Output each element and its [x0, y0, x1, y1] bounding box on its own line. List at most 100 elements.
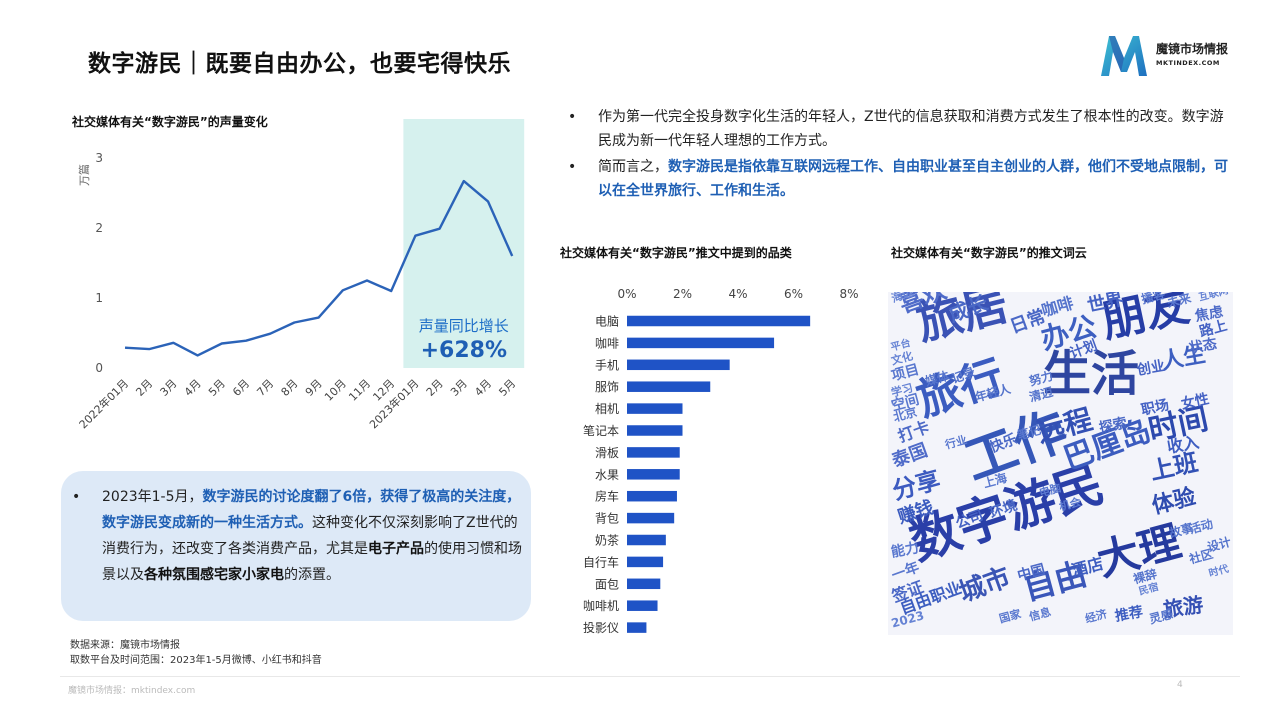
cloud-word: 社区	[1187, 546, 1215, 567]
word-cloud-title: 社交媒体有关“数字游民”的推文词云	[891, 246, 1087, 260]
logo-name: 魔镜市场情报	[1156, 42, 1229, 56]
bar-category-label: 背包	[595, 512, 619, 526]
x-tick-label: 2022年01月	[76, 376, 131, 431]
bar-笔记本	[627, 425, 683, 436]
source-line: 数据来源：魔镜市场情报	[70, 640, 180, 651]
cloud-word: 时代	[1207, 563, 1230, 580]
cloud-word: 国家	[997, 607, 1023, 626]
summary-emphasis: 各种氛围感宅家小家电	[144, 567, 284, 583]
bar-x-tick-label: 4%	[728, 287, 747, 301]
bar-chart-title: 社交媒体有关“数字游民”推文中提到的品类	[560, 246, 792, 260]
x-tick-label: 4月	[182, 377, 204, 399]
bar-投影仪	[627, 622, 647, 633]
cloud-word: 体验	[1149, 484, 1199, 520]
y-tick-label: 3	[95, 151, 103, 165]
mktindex-logo-icon	[1101, 36, 1147, 76]
cloud-word: 创业	[1135, 358, 1167, 379]
logo-url: MKTINDEX.COM	[1156, 59, 1220, 67]
page-number: 4	[1177, 680, 1183, 690]
highlight-region	[403, 119, 525, 368]
line-chart-title: 社交媒体有关“数字游民”的声量变化	[72, 115, 268, 129]
bar-category-label: 笔记本	[583, 423, 619, 438]
bullet-text: 简而言之，	[598, 159, 668, 175]
bullet-item: • 作为第一代完全投身数字化生活的年轻人，Z世代的信息获取和消费方式发生了根本性…	[568, 105, 1228, 153]
x-tick-label: 5月	[496, 377, 518, 399]
x-tick-label: 4月	[472, 377, 494, 399]
bar-category-label: 手机	[595, 358, 619, 372]
bar-category-label: 自行车	[583, 554, 619, 569]
bullet-dot: •	[568, 159, 577, 175]
bar-咖啡	[627, 337, 775, 349]
bar-奶茶	[627, 534, 666, 546]
footer-text: 魔镜市场情报：mktindex.com	[68, 686, 196, 696]
cloud-word: 信息	[1027, 605, 1053, 624]
x-tick-label: 11月	[346, 377, 373, 404]
bar-x-tick-label: 8%	[839, 287, 858, 301]
x-tick-label: 8月	[279, 377, 301, 399]
bar-category-label: 投影仪	[583, 620, 619, 635]
bar-category-label: 服饰	[595, 380, 619, 394]
source-line: 取数平台及时间范围：2023年1-5月微博、小红书和抖音	[70, 655, 322, 666]
bar-category-label: 咖啡	[595, 335, 619, 350]
bar-自行车	[627, 556, 664, 568]
data-source: 数据来源：魔镜市场情报 取数平台及时间范围：2023年1-5月微博、小红书和抖音	[70, 638, 322, 668]
cloud-word: 分享	[889, 465, 944, 506]
bar-category-label: 房车	[595, 489, 619, 504]
bar-背包	[627, 512, 675, 524]
bar-category-label: 面包	[595, 577, 619, 591]
bar-category-label: 咖啡机	[583, 598, 619, 613]
x-tick-label: 9月	[303, 377, 325, 399]
growth-value: +628%	[421, 338, 507, 363]
cloud-word: 推荐	[1113, 604, 1145, 625]
summary-text: • 2023年1-5月，数字游民的讨论度翻了6倍，获得了极高的关注度，数字游民变…	[72, 484, 522, 590]
bar-category-label: 奶茶	[595, 533, 619, 548]
summary-emphasis: 电子产品	[368, 541, 424, 557]
summary-part: 的使用习惯和场景以及	[102, 541, 522, 583]
bar-咖啡机	[627, 600, 658, 611]
summary-part: 这种变化不仅深刻影响了Z世代的消费行为，还改变了各类消费产品，尤其是	[102, 515, 518, 557]
bullet-text: 作为第一代完全投身数字化生活的年轻人，Z世代的信息获取和消费方式发生了根本性的改…	[598, 109, 1224, 149]
bar-手机	[627, 359, 730, 371]
brand-logo: 魔镜市场情报 MKTINDEX.COM	[1098, 32, 1258, 80]
x-tick-label: 5月	[206, 377, 228, 399]
bar-category-label: 相机	[595, 402, 619, 416]
summary-highlight: 数字游民的讨论度翻了6倍，获得了极高的关注度，数字游民变成新的一种生活方式。	[102, 489, 521, 531]
bullet-dot: •	[72, 489, 81, 505]
cloud-word: 生活	[1043, 346, 1140, 402]
cloud-word: 经济	[1083, 607, 1109, 626]
x-tick-label: 7月	[254, 377, 276, 399]
intro-bullets: • 作为第一代完全投身数字化生活的年轻人，Z世代的信息获取和消费方式发生了根本性…	[568, 105, 1228, 205]
cloud-word: 酒店	[1069, 553, 1106, 581]
bar-category-label: 电脑	[595, 315, 619, 329]
bullet-dot: •	[568, 109, 577, 125]
cloud-word: 互联网	[1197, 292, 1230, 304]
footer-divider	[60, 676, 1240, 677]
x-tick-label: 3月	[158, 377, 180, 399]
y-tick-label: 2	[95, 221, 103, 235]
volume-series-line	[124, 179, 514, 357]
y-tick-label: 1	[95, 291, 103, 305]
bar-x-tick-label: 0%	[617, 287, 636, 301]
bar-滑板	[627, 447, 680, 458]
bullet-item: • 简而言之，数字游民是指依靠互联网远程工作、自由职业甚至自主创业的人群，他们不…	[568, 155, 1228, 203]
bar-水果	[627, 469, 680, 480]
bar-x-tick-label: 2%	[673, 287, 692, 301]
x-tick-label: 3月	[448, 377, 470, 399]
bar-面包	[627, 578, 661, 590]
x-tick-label: 2月	[424, 377, 446, 399]
growth-label: 声量同比增长	[419, 317, 509, 335]
cloud-word: 泰国	[889, 439, 931, 472]
summary-part: 的添置。	[284, 567, 340, 583]
x-tick-label: 6月	[230, 377, 252, 399]
summary-box	[61, 471, 531, 621]
bar-x-tick-label: 6%	[784, 287, 803, 301]
bar-相机	[627, 403, 683, 414]
bar-电脑	[627, 315, 811, 327]
y-axis-label: 万篇	[77, 164, 91, 186]
bar-category-label: 水果	[595, 468, 619, 482]
summary-part: 2023年1-5月，	[102, 489, 203, 505]
summary-bullet: • 2023年1-5月，数字游民的讨论度翻了6倍，获得了极高的关注度，数字游民变…	[72, 484, 522, 588]
cloud-word: 民宿	[1137, 581, 1160, 598]
bullet-highlight: 数字游民是指依靠互联网远程工作、自由职业甚至自主创业的人群，他们不受地点限制，可…	[598, 159, 1228, 199]
